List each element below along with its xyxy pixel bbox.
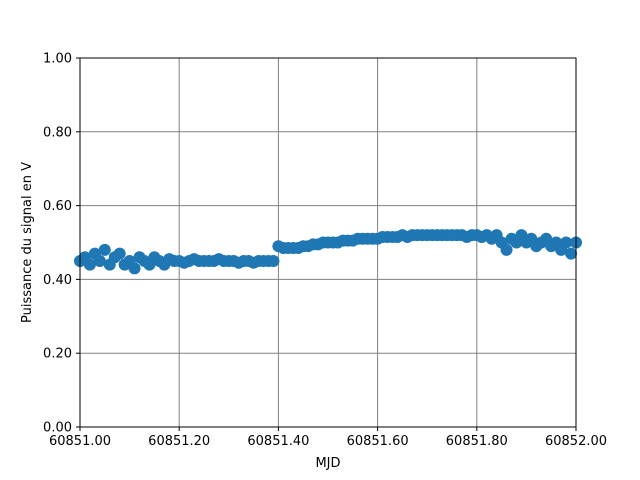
x-axis-label: MJD: [315, 456, 340, 471]
y-tick-label: 0.40: [43, 273, 72, 288]
x-axis-ticks: 60851.00 60851.20 60851.40 60851.60 60851.80…: [49, 427, 607, 449]
data-point: [500, 243, 513, 256]
plot-frame: [79, 57, 577, 428]
data-point: [560, 236, 573, 249]
data-points: [74, 229, 582, 275]
data-point: [83, 258, 96, 271]
data-point: [113, 247, 126, 260]
data-point: [267, 254, 280, 267]
x-tick-label: 60851.40: [247, 434, 309, 449]
y-tick-label: 0.20: [43, 347, 72, 362]
y-tick-label: 0.80: [43, 125, 72, 140]
data-point: [565, 247, 578, 260]
y-tick-label: 0.00: [43, 421, 72, 436]
y-tick-label: 1.00: [43, 52, 72, 67]
x-tick-label: 60851.60: [347, 434, 409, 449]
data-point: [128, 262, 141, 275]
y-axis-label: Puissance du signal en V: [20, 162, 35, 323]
x-tick-label: 60851.20: [148, 434, 210, 449]
y-tick-label: 0.60: [43, 199, 72, 214]
data-point: [98, 243, 111, 256]
y-axis-ticks: 0.00 0.20 0.40 0.60 0.80 1.00: [43, 52, 80, 436]
x-tick-label: 60852.00: [545, 434, 607, 449]
x-tick-label: 60851.00: [49, 434, 111, 449]
x-tick-label: 60851.80: [446, 434, 508, 449]
data-point: [93, 254, 106, 267]
